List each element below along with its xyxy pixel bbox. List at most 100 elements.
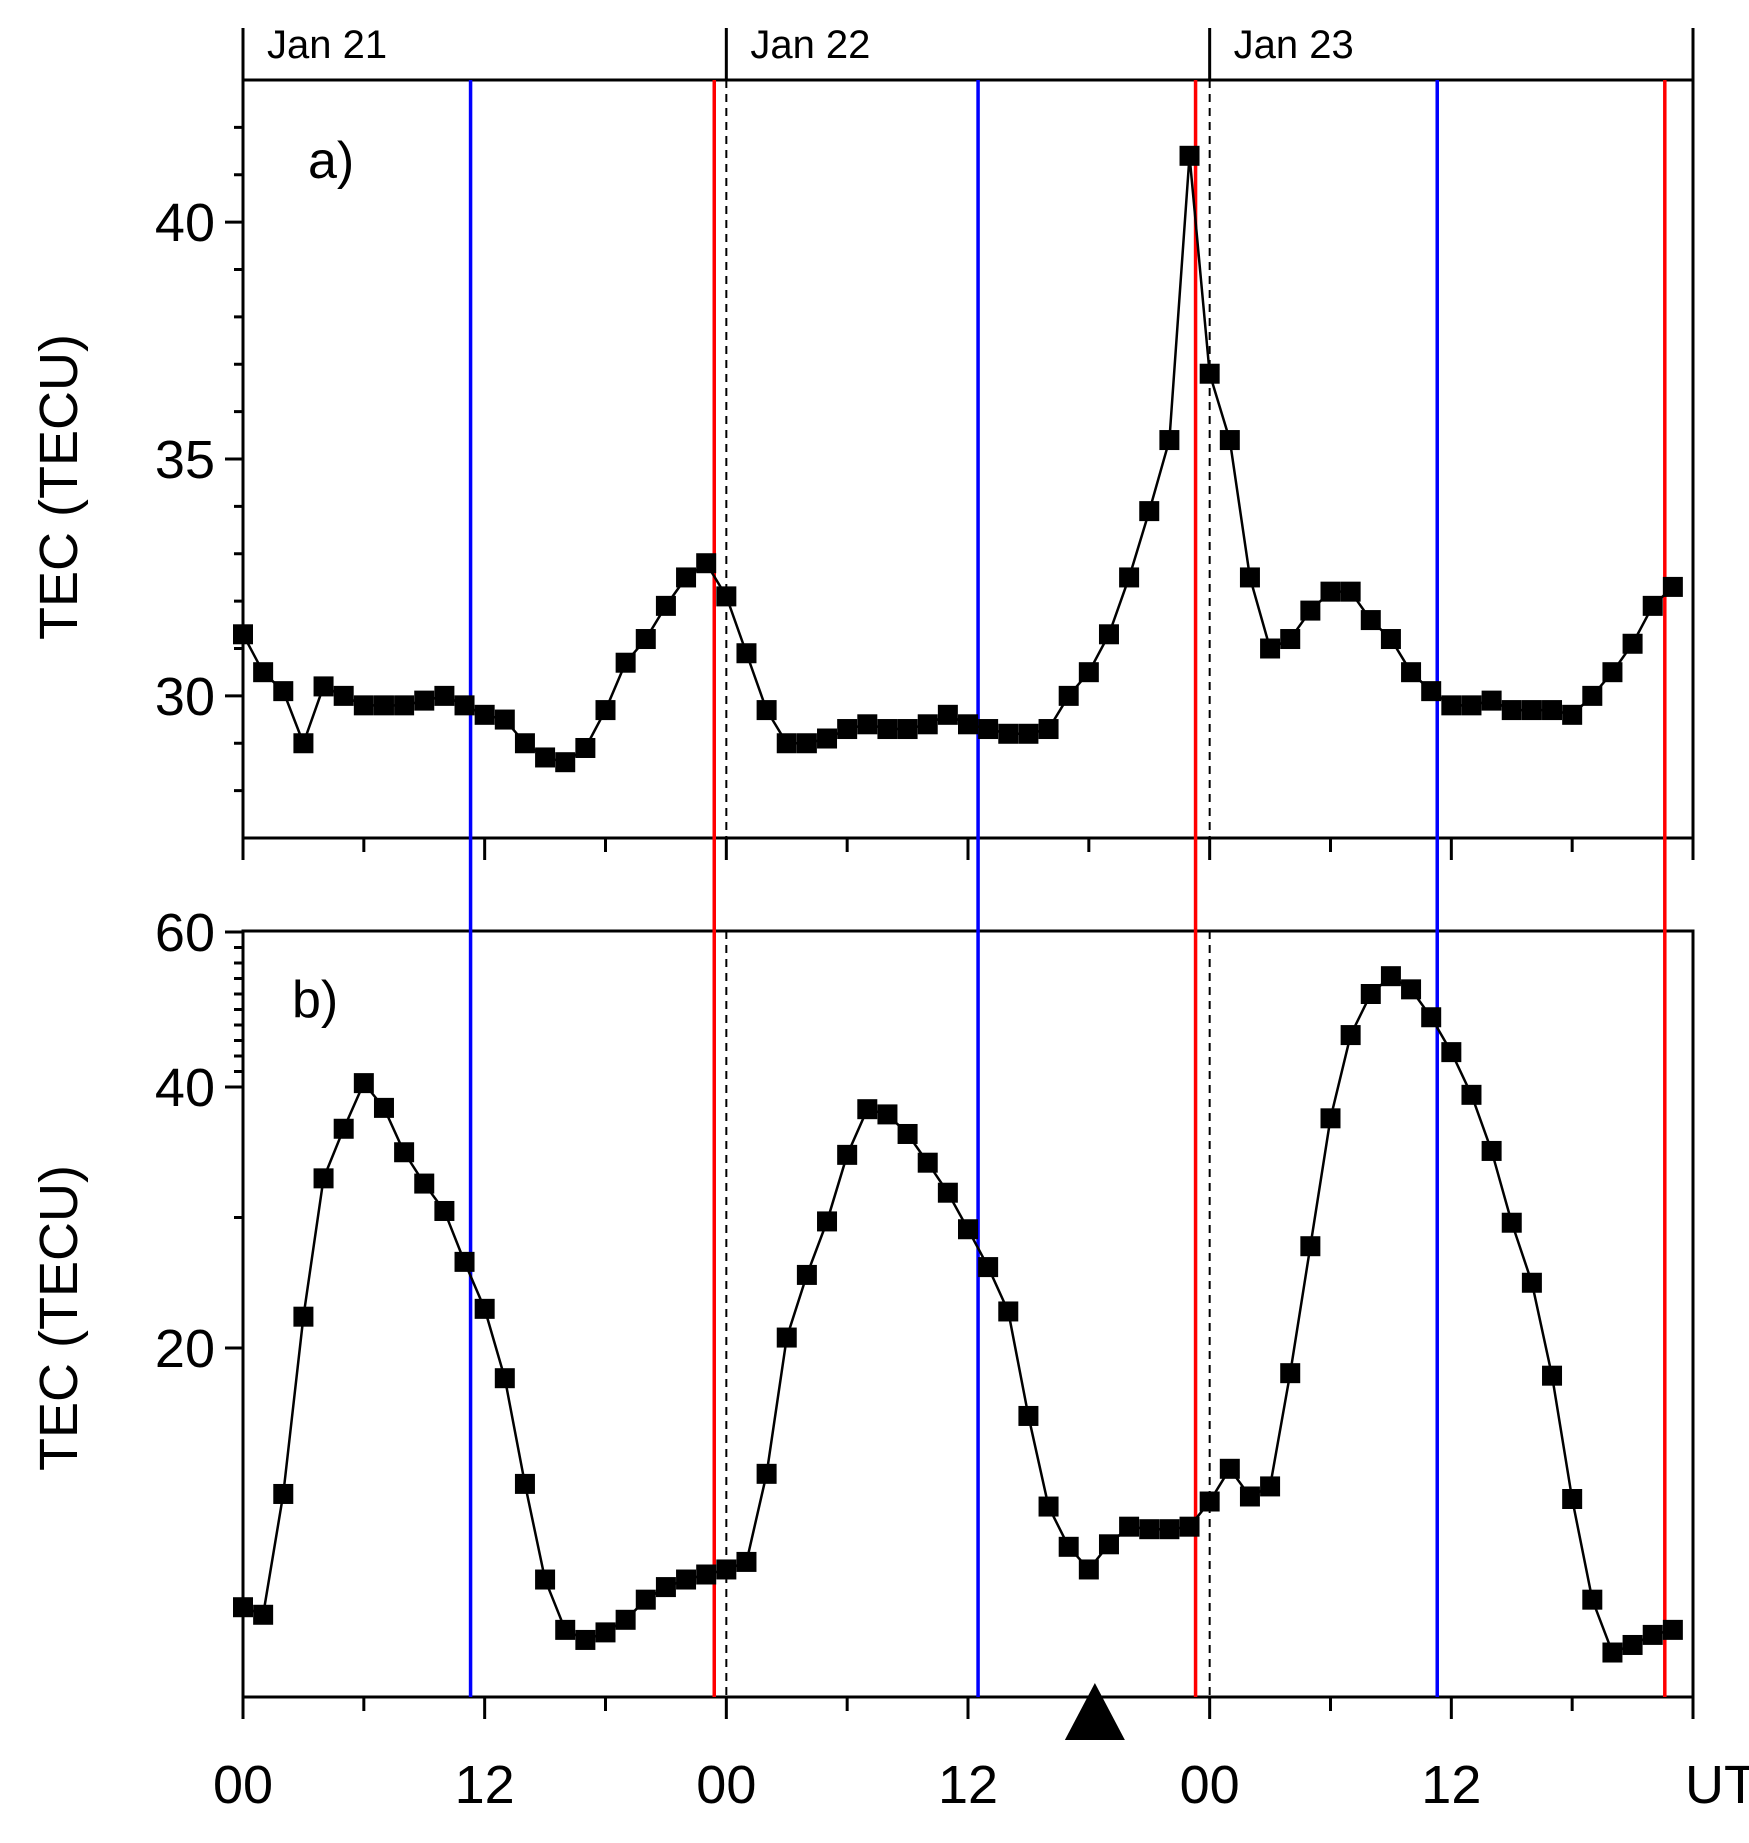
y-tick-label-b: 40 (155, 1058, 215, 1118)
series-b-point (958, 1219, 978, 1240)
series-a-point (1401, 662, 1422, 683)
series-a-point (333, 685, 354, 706)
series-a-point (1239, 567, 1260, 588)
series-b-point (494, 1368, 515, 1389)
series-a-point (394, 695, 415, 716)
series-a-point (1562, 704, 1583, 725)
series-b-point (736, 1551, 757, 1572)
series-a-point (1421, 681, 1442, 702)
series-a-point (817, 728, 838, 749)
series-b-point (1461, 1084, 1482, 1105)
y-tick-label-a: 35 (155, 430, 215, 490)
series-a-point (1340, 581, 1361, 602)
series-b-point (716, 1559, 737, 1580)
x-tick-label: 12 (455, 1755, 515, 1815)
series-b-point (575, 1629, 596, 1650)
series-b-point (1642, 1624, 1663, 1645)
series-b-point (1481, 1140, 1502, 1161)
series-a-point (917, 714, 938, 735)
series-b-point (655, 1577, 676, 1598)
series-a-point (293, 733, 314, 754)
series-a-point (514, 733, 535, 754)
series-a-point (494, 709, 515, 730)
series-a-point (1219, 430, 1240, 451)
series-b-point (857, 1099, 878, 1120)
series-a-point (796, 733, 817, 754)
series-b-point (535, 1569, 556, 1590)
series-b-point (555, 1619, 576, 1640)
series-a-point (1058, 685, 1079, 706)
series-b-line (242, 974, 1674, 1655)
series-b-point (1280, 1363, 1301, 1384)
x-tick-label: 00 (696, 1755, 756, 1815)
series-a-point (1461, 695, 1482, 716)
vertical-lines-layer (468, 80, 1667, 1697)
series-b-point (1401, 979, 1422, 1000)
series-b-point (1542, 1365, 1563, 1386)
series-a-point (1139, 501, 1160, 522)
series-a-point (1622, 633, 1643, 654)
x-tick-label: 00 (1180, 1755, 1240, 1815)
series-b-point (333, 1118, 354, 1139)
series-b-point (1038, 1496, 1059, 1517)
series-a-point (1098, 624, 1119, 645)
series-a-point (1320, 581, 1341, 602)
y-tick-label-b: 20 (155, 1319, 215, 1379)
series-a-point (1260, 638, 1281, 659)
panel-label-b: b) (292, 971, 338, 1029)
labels-layer: a) b) TEC (TECU) TEC (TECU) (29, 132, 354, 1471)
series-b-point (1622, 1634, 1643, 1655)
series-a-point (253, 662, 274, 683)
event-triangle-icon (1064, 1683, 1125, 1740)
day-label: Jan 23 (1234, 23, 1354, 67)
series-a-point (756, 700, 777, 721)
series-b-point (796, 1264, 817, 1285)
series-a-point (958, 714, 978, 735)
series-a-point (635, 629, 656, 650)
series-a-point (353, 695, 374, 716)
x-tick-label: 00 (213, 1755, 273, 1815)
series-b-point (877, 1104, 898, 1125)
series-b-point (313, 1168, 334, 1189)
series-a-point (676, 567, 697, 588)
series-b-point (1582, 1589, 1603, 1610)
series-b-point (1662, 1619, 1683, 1640)
series-b-point (696, 1564, 717, 1585)
series-b-point (414, 1173, 435, 1194)
series-b-point (1441, 1042, 1462, 1063)
series-b-point (454, 1251, 475, 1272)
series-a-point (696, 553, 717, 574)
series-b-point (917, 1152, 938, 1173)
series-b-point (1360, 984, 1381, 1004)
series-a-point (716, 586, 737, 607)
series-b-point (817, 1211, 838, 1232)
y-axis-label-a: TEC (TECU) (29, 334, 89, 640)
series-b-point (776, 1327, 797, 1348)
series-a-point (1481, 690, 1502, 711)
frames-layer: Jan 21 Jan 22 Jan 23 00 12 00 12 00 12 UT 30 35 40 20… (155, 23, 1749, 1815)
series-b-point (1602, 1642, 1623, 1663)
series-b-point (434, 1200, 455, 1221)
series-a-point (857, 714, 878, 735)
y-axis-label-b: TEC (TECU) (29, 1165, 89, 1471)
series-a-point (1300, 600, 1321, 621)
x-tick-label: 12 (1421, 1755, 1481, 1815)
series-a-point (595, 700, 616, 721)
series-a-point (1078, 662, 1099, 683)
series-b-point (1058, 1536, 1079, 1557)
x-tick-label: UT (1685, 1755, 1749, 1815)
series-a-point (978, 719, 999, 740)
y-tick-label-b: 60 (155, 903, 215, 963)
series-b-point (1340, 1025, 1361, 1046)
series-b-point (978, 1257, 999, 1278)
series-a-point (1119, 567, 1140, 588)
series-a-point (1360, 610, 1381, 631)
panel-b-frame (241, 929, 1695, 1699)
series-b-point (998, 1301, 1019, 1322)
series-a-point (615, 652, 636, 673)
series-b-point (1098, 1534, 1119, 1555)
series-a-point (1521, 700, 1542, 721)
series-a-point (273, 681, 294, 702)
series-b-point (394, 1142, 415, 1163)
